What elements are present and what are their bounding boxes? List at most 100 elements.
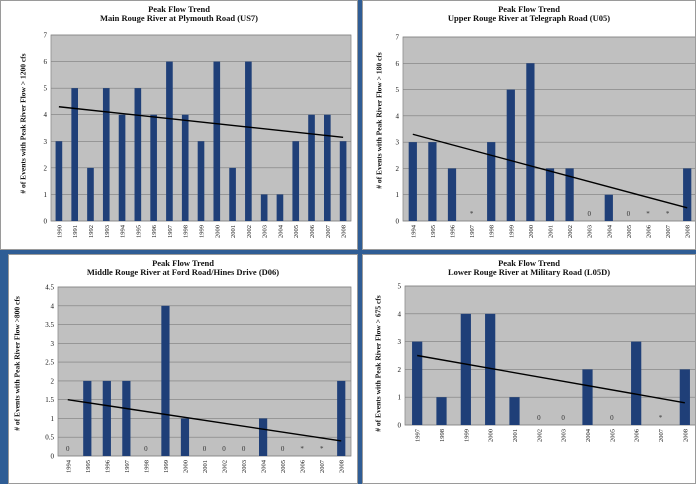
bar (324, 114, 331, 221)
data-label: * (659, 414, 663, 422)
y-tick-label: 3 (396, 139, 400, 147)
x-tick-label: 2006 (309, 224, 316, 238)
y-axis-label: # of Events with Peak River Flow > 180 c… (374, 52, 384, 189)
x-tick-label: 2005 (609, 429, 616, 442)
x-tick-label: 2005 (626, 225, 633, 238)
bar (339, 141, 347, 221)
x-tick-label: 1991 (72, 225, 79, 238)
x-tick-label: 1992 (88, 225, 95, 238)
x-tick-label: 2004 (606, 224, 613, 238)
x-tick-label: 2008 (341, 225, 348, 238)
trendline (417, 354, 685, 404)
bar (260, 194, 268, 221)
y-axis-label: # of Events with Peak River Flow > 1200 … (18, 53, 28, 194)
bar (683, 168, 692, 221)
chart-subtitle: Lower Rouge River at Military Road (L05D… (447, 267, 611, 277)
y-tick-label: 0 (398, 422, 402, 430)
bar (428, 142, 437, 221)
y-tick-label: 3 (44, 138, 48, 146)
chart-panel-lower-rouge: 0 1 2 3 4 5 1997 1998 1999 2000 2001 0 2002 0 2003 2004… (362, 254, 696, 484)
x-tick-label: 1998 (489, 225, 496, 238)
data-label: 0 (66, 445, 70, 453)
y-tick-label: 1 (398, 394, 402, 402)
x-tick-label: 2003 (587, 225, 594, 238)
x-tick-label: 2005 (293, 225, 300, 238)
bar (460, 313, 471, 425)
bar (276, 194, 284, 221)
bar (506, 89, 515, 221)
x-tick-label: 1993 (104, 225, 111, 238)
x-tick-label: 1998 (183, 225, 190, 238)
x-tick-label: 1999 (508, 225, 515, 238)
data-label: 0 (587, 210, 591, 218)
y-tick-label: 2 (44, 164, 48, 172)
y-axis-label: # of Events with Peak River Flow >800 cf… (12, 296, 22, 431)
y-tick-label: 1 (51, 415, 55, 423)
y-tick-label: 3.5 (45, 321, 54, 329)
bar (526, 63, 535, 222)
x-tick-label: 2000 (528, 225, 535, 238)
x-tick-label: 2002 (567, 225, 574, 238)
y-tick-label: 5 (398, 283, 402, 291)
x-tick-label: 2001 (230, 225, 237, 238)
x-tick-label: 2005 (280, 460, 287, 473)
data-label: 0 (610, 414, 614, 422)
y-tick-label: 4 (398, 310, 402, 318)
x-tick-label: 2007 (319, 459, 326, 473)
plot-area (57, 286, 352, 457)
y-tick-label: 2 (398, 366, 402, 374)
data-label: 0 (242, 445, 246, 453)
y-tick-label: 4.5 (45, 284, 54, 292)
data-label: * (470, 210, 474, 218)
y-tick-label: 7 (396, 34, 400, 42)
bar (487, 142, 496, 221)
x-tick-label: 2004 (585, 428, 592, 442)
bar (412, 341, 423, 425)
x-tick-label: 2001 (512, 429, 519, 442)
data-label: 0 (222, 445, 226, 453)
bar (631, 341, 642, 425)
bar (308, 114, 315, 221)
x-tick-label: 2003 (241, 460, 248, 473)
chart-title: Peak Flow Trend (498, 258, 560, 268)
bar (161, 305, 170, 456)
bar (582, 369, 593, 425)
x-tick-label: 1994 (65, 459, 72, 473)
trendline (412, 133, 688, 209)
x-tick-label: 2000 (488, 429, 495, 442)
data-label: 0 (561, 414, 565, 422)
bar (150, 114, 157, 221)
x-tick-label: 1997 (124, 459, 131, 473)
bar (337, 380, 346, 456)
x-tick-label: 2004 (261, 459, 268, 473)
x-tick-label: 2006 (634, 428, 641, 442)
data-label: 0 (144, 445, 148, 453)
x-tick-label: 1997 (415, 428, 422, 442)
y-tick-label: 5 (396, 86, 400, 94)
x-tick-label: 1997 (469, 224, 476, 238)
bar (565, 168, 574, 221)
bar (509, 397, 520, 425)
x-tick-label: 2007 (325, 224, 332, 238)
chart-svg: 0 1 2 3 4 5 1997 1998 1999 2000 2001 0 2002 0 2003 2004… (398, 283, 695, 442)
bar (102, 380, 111, 456)
x-tick-label: 2002 (536, 429, 543, 442)
data-label: * (646, 210, 650, 218)
x-tick-label: 2000 (214, 225, 221, 238)
x-tick-label: 1995 (135, 225, 142, 238)
y-tick-label: 0 (51, 453, 55, 461)
chart-svg: 0 1 2 3 4 5 6 7 1990 1991 1992 1993 1994 1995 1996 1997… (44, 32, 352, 238)
chart-panel-middle-rouge: 0 0.5 1 1.5 2 2.5 3 3.5 4 4.5 0 1994 1995 1996 1997 0 19… (8, 254, 358, 484)
y-tick-label: 0 (44, 218, 48, 226)
y-tick-label: 3 (51, 340, 55, 348)
y-tick-label: 0 (396, 218, 400, 226)
x-tick-label: 1998 (439, 429, 446, 442)
bar (447, 168, 457, 221)
y-tick-label: 4 (44, 111, 48, 119)
chart-title: Peak Flow Trend (152, 258, 214, 268)
bar (122, 380, 131, 456)
y-tick-label: 7 (44, 32, 48, 40)
x-tick-label: 1999 (463, 429, 470, 442)
y-tick-label: 1 (396, 191, 400, 199)
